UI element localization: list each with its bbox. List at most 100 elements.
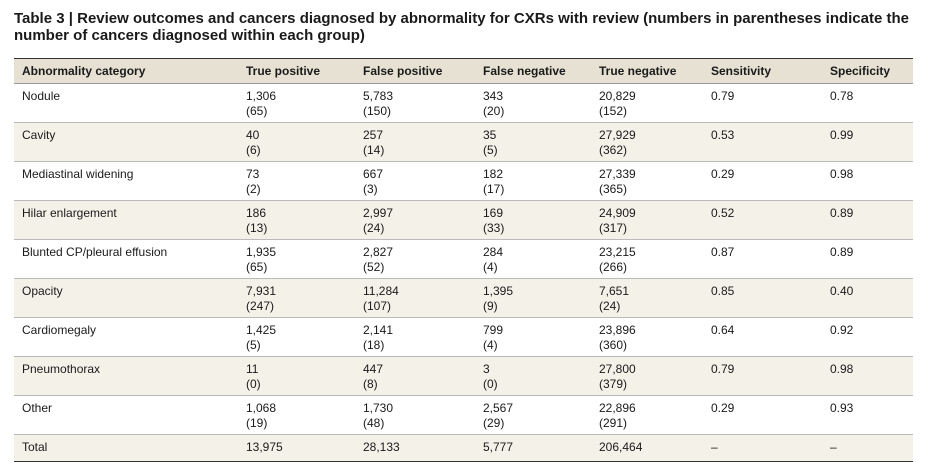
column-header: Specificity <box>822 58 913 84</box>
count: 0.29 <box>711 401 735 415</box>
count: 28,133 <box>363 440 400 454</box>
cell: 206,464 <box>591 434 703 462</box>
cell: 0.53 <box>703 122 822 162</box>
cell: 1,395 (9) <box>475 278 591 318</box>
cell: 667 (3) <box>355 161 475 201</box>
count: 182 <box>483 167 504 181</box>
count: 667 <box>363 167 384 181</box>
count: 1,730 <box>363 401 394 415</box>
header-row: Abnormality category True positive False p… <box>14 58 913 84</box>
cell: 182 (17) <box>475 161 591 201</box>
count: 5,777 <box>483 440 514 454</box>
cancer-count: (360) <box>599 338 628 352</box>
count: 13,975 <box>246 440 283 454</box>
cell: 1,306 (65) <box>238 83 355 123</box>
cancer-count: (52) <box>363 260 385 274</box>
row-label: Other <box>14 395 238 435</box>
cell: 7,931 (247) <box>238 278 355 318</box>
cell: 11,284 (107) <box>355 278 475 318</box>
cell: 0.89 <box>822 239 913 279</box>
count: 447 <box>363 362 384 376</box>
row-label: Cardiomegaly <box>14 317 238 357</box>
cell: 0.78 <box>822 83 913 123</box>
cell: 0.98 <box>822 161 913 201</box>
cell: 3 (0) <box>475 356 591 396</box>
cell: 5,783 (150) <box>355 83 475 123</box>
table-row: Opacity 7,931 (247) 11,284 (107) 1,395 (9) 7,65… <box>14 278 913 318</box>
cancer-count: (9) <box>483 299 498 313</box>
count: 0.29 <box>711 167 735 181</box>
column-header: True negative <box>591 58 703 84</box>
cell: 0.29 <box>703 395 822 435</box>
count: 0.89 <box>830 206 854 220</box>
cancer-count: (20) <box>483 104 505 118</box>
cell: 22,896 (291) <box>591 395 703 435</box>
cancer-count: (365) <box>599 182 628 196</box>
cell: 27,929 (362) <box>591 122 703 162</box>
cancer-count: (24) <box>363 221 385 235</box>
count: 27,929 <box>599 128 636 142</box>
cell: 1,425 (5) <box>238 317 355 357</box>
cell: 40 (6) <box>238 122 355 162</box>
count: 0.98 <box>830 167 854 181</box>
cell: 24,909 (317) <box>591 200 703 240</box>
cell: 7,651 (24) <box>591 278 703 318</box>
cell: 23,215 (266) <box>591 239 703 279</box>
cell: 2,997 (24) <box>355 200 475 240</box>
cell: 35 (5) <box>475 122 591 162</box>
cell: 0.40 <box>822 278 913 318</box>
count: 0.99 <box>830 128 854 142</box>
count: 169 <box>483 206 504 220</box>
cancer-count: (17) <box>483 182 505 196</box>
cancer-count: (317) <box>599 221 628 235</box>
cancer-count: (0) <box>483 377 498 391</box>
cancer-count: (5) <box>483 143 498 157</box>
count: 206,464 <box>599 440 643 454</box>
row-label: Hilar enlargement <box>14 200 238 240</box>
count: 0.78 <box>830 89 854 103</box>
table-body: Nodule 1,306 (65) 5,783 (150) 343 (20) 20,829 (1… <box>14 83 913 462</box>
count: 1,425 <box>246 323 277 337</box>
cancer-count: (8) <box>363 377 378 391</box>
cancer-count: (65) <box>246 260 268 274</box>
cell: 73 (2) <box>238 161 355 201</box>
cancer-count: (247) <box>246 299 275 313</box>
cancer-count: (48) <box>363 416 385 430</box>
count: 2,141 <box>363 323 394 337</box>
cancer-count: (13) <box>246 221 268 235</box>
table: Abnormality category True positive False p… <box>14 58 913 462</box>
cell: 0.29 <box>703 161 822 201</box>
count: 1,068 <box>246 401 277 415</box>
count: 343 <box>483 89 504 103</box>
count: – <box>830 440 837 454</box>
cell: 0.64 <box>703 317 822 357</box>
cell: 447 (8) <box>355 356 475 396</box>
cancer-count: (18) <box>363 338 385 352</box>
cancer-count: (3) <box>363 182 378 196</box>
cell: 27,800 (379) <box>591 356 703 396</box>
count: 0.40 <box>830 284 854 298</box>
count: 24,909 <box>599 206 636 220</box>
count: – <box>711 440 718 454</box>
count: 257 <box>363 128 384 142</box>
count: 7,931 <box>246 284 277 298</box>
cell: 257 (14) <box>355 122 475 162</box>
cancer-count: (266) <box>599 260 628 274</box>
count: 0.79 <box>711 362 735 376</box>
cell: – <box>822 434 913 462</box>
cancer-count: (362) <box>599 143 628 157</box>
row-label: Cavity <box>14 122 238 162</box>
table-row: Other 1,068 (19) 1,730 (48) 2,567 (29) 22,896 (2… <box>14 395 913 435</box>
count: 40 <box>246 128 260 142</box>
table-row: Mediastinal widening 73 (2) 667 (3) 182 (17) 27… <box>14 161 913 201</box>
cell: 1,935 (65) <box>238 239 355 279</box>
count: 0.85 <box>711 284 735 298</box>
count: 23,215 <box>599 245 636 259</box>
table-row: Cardiomegaly 1,425 (5) 2,141 (18) 799 (4) 23,89… <box>14 317 913 357</box>
row-label: Nodule <box>14 83 238 123</box>
cell: 2,141 (18) <box>355 317 475 357</box>
row-label: Total <box>14 434 238 462</box>
count: 23,896 <box>599 323 636 337</box>
cell: 1,730 (48) <box>355 395 475 435</box>
column-header: Abnormality category <box>14 58 238 84</box>
